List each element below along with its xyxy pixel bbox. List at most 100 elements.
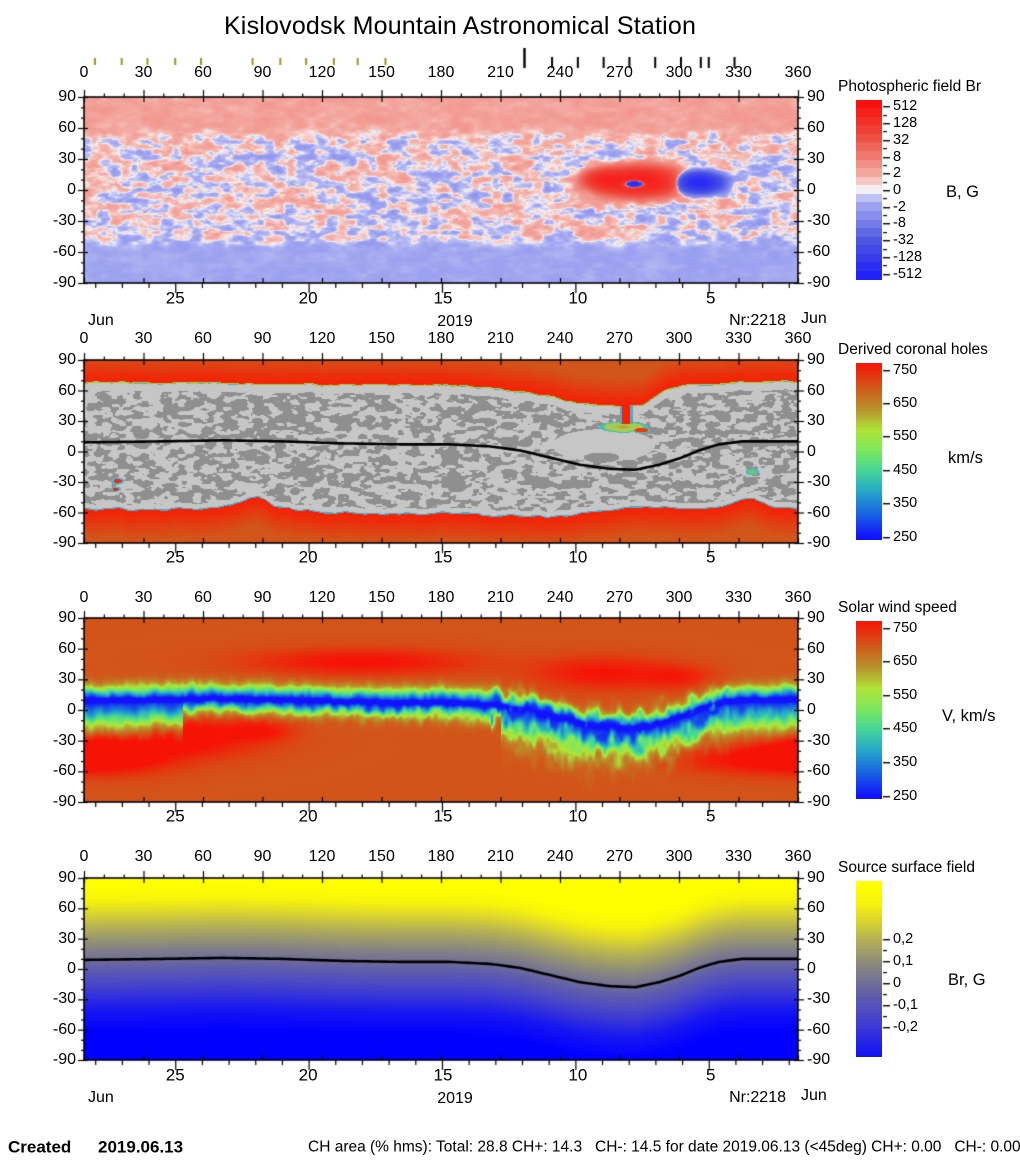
lat-tick-label-left: 90 xyxy=(58,351,76,368)
coronal-holes-map-canvas xyxy=(84,360,798,543)
coronal-holes-colorbar xyxy=(856,363,882,540)
lat-tick-label-right: 90 xyxy=(807,351,825,368)
lon-tick-label: 330 xyxy=(725,330,752,347)
day-tick-label: 20 xyxy=(298,547,318,567)
lon-tick-label: 270 xyxy=(606,589,633,606)
colorbar-tick-label: 8 xyxy=(893,148,902,165)
colorbar-tick-label: -512 xyxy=(893,265,923,282)
lon-tick-label: 240 xyxy=(546,848,574,865)
lat-tick-label-left: 60 xyxy=(58,119,76,136)
lon-tick-label: 120 xyxy=(308,330,336,347)
lon-tick-label: 270 xyxy=(606,330,633,347)
colorbar-tick-label: 2 xyxy=(893,165,902,181)
day-tick-label: 10 xyxy=(568,1065,588,1085)
lat-tick-label-right: 30 xyxy=(807,929,825,947)
colorbar-tick-label: 350 xyxy=(893,753,918,770)
lon-tick-label: 300 xyxy=(665,848,693,865)
lat-tick-label-right: 0 xyxy=(807,181,816,198)
lat-tick-label-right: -30 xyxy=(807,990,831,1008)
lat-tick-label-right: -30 xyxy=(807,473,831,490)
colorbar-tick-label: 0 xyxy=(893,974,902,991)
lat-tick-label-left: -90 xyxy=(52,793,76,810)
lat-tick-label-left: -90 xyxy=(52,1051,76,1068)
lon-tick-label: 330 xyxy=(725,589,752,606)
colorbar-title-source-surface: Source surface field xyxy=(838,859,975,876)
day-tick-label: 25 xyxy=(165,288,185,308)
colorbar-tick-label: 550 xyxy=(893,428,918,445)
colorbar-tick-label: 550 xyxy=(893,686,918,703)
lat-tick-label-left: 0 xyxy=(67,960,76,977)
lat-tick-label-right: 60 xyxy=(807,639,825,657)
lat-tick-label-right: 0 xyxy=(807,701,816,718)
colorbar-tick-label: -2 xyxy=(893,198,906,215)
colorbar-tick-label: -8 xyxy=(893,215,906,232)
source-surface-map-canvas xyxy=(84,878,798,1060)
lon-tick-label: 360 xyxy=(784,848,812,865)
day-tick-label: 20 xyxy=(298,288,318,308)
lat-tick-label-left: -60 xyxy=(52,503,76,521)
source-surface-colorbar xyxy=(856,881,882,1057)
lon-tick-label: 180 xyxy=(427,330,455,347)
ch-area-summary: CH area (% hms): Total: 28.8 CH+: 14.3 C… xyxy=(308,1138,1020,1156)
colorbar-tick-label: 250 xyxy=(893,528,918,545)
lon-tick-label: 210 xyxy=(487,589,514,606)
day-tick-label: 25 xyxy=(165,1065,185,1085)
lat-tick-label-right: 60 xyxy=(807,899,825,917)
lat-tick-label-right: -60 xyxy=(807,762,831,780)
lat-tick-label-left: 60 xyxy=(58,899,76,917)
lon-tick-label: 180 xyxy=(427,589,455,606)
colorbar-tick-label: -0,2 xyxy=(893,1018,918,1035)
lat-tick-label-left: -60 xyxy=(52,1020,76,1038)
colorbar-tick-label: 32 xyxy=(893,131,910,148)
lon-tick-label: 300 xyxy=(665,64,693,81)
lat-tick-label-right: 90 xyxy=(807,609,825,626)
colorbar-tick-label: 650 xyxy=(893,653,918,670)
lat-tick-label-right: 60 xyxy=(807,119,825,136)
lat-tick-label-left: 0 xyxy=(67,181,76,198)
lon-tick-label: 360 xyxy=(784,589,812,606)
lat-tick-label-right: 0 xyxy=(807,442,816,460)
colorbar-tick-label: -0,1 xyxy=(893,996,918,1013)
lon-tick-label: 150 xyxy=(368,330,395,347)
lat-tick-label-right: -30 xyxy=(807,212,831,229)
lat-tick-label-right: -90 xyxy=(807,274,831,291)
day-tick-label: 15 xyxy=(433,288,453,308)
lat-tick-label-left: 0 xyxy=(67,442,76,460)
lon-tick-label: 270 xyxy=(606,64,633,81)
lon-tick-label: 60 xyxy=(194,589,212,606)
lon-tick-label: 60 xyxy=(194,330,212,347)
colorbar-tick-label: 512 xyxy=(893,98,918,115)
lon-tick-label: 240 xyxy=(546,589,574,606)
lat-tick-label-right: -90 xyxy=(807,1051,831,1068)
lat-tick-label-left: 90 xyxy=(58,88,76,105)
lon-tick-label: 180 xyxy=(427,848,455,865)
day-tick-label: 5 xyxy=(705,288,716,308)
lat-tick-label-left: 0 xyxy=(67,701,76,718)
lon-tick-label: 150 xyxy=(368,64,395,81)
lon-tick-label: 30 xyxy=(134,330,153,347)
colorbar-tick-label: 650 xyxy=(893,394,918,411)
lon-tick-label: 150 xyxy=(368,589,395,606)
lat-tick-label-right: 60 xyxy=(807,381,825,399)
month-label-left: Jun xyxy=(88,312,114,329)
lat-tick-label-left: -60 xyxy=(52,243,76,260)
lon-tick-label: 210 xyxy=(487,64,514,81)
month-label-left: Jun xyxy=(88,1089,114,1106)
lon-tick-label: 240 xyxy=(546,64,574,81)
lon-tick-label: 30 xyxy=(134,64,153,81)
lat-tick-label-right: 0 xyxy=(807,960,816,977)
day-tick-label: 15 xyxy=(433,547,453,567)
colorbar-title-photospheric: Photospheric field Br xyxy=(838,78,982,95)
lat-tick-label-right: -30 xyxy=(807,731,831,749)
lat-tick-label-left: -30 xyxy=(52,212,76,229)
lat-tick-label-right: -90 xyxy=(807,534,831,551)
day-tick-label: 20 xyxy=(298,1065,318,1085)
colorbar-tick-label: 0,2 xyxy=(893,930,914,947)
lat-tick-label-right: -60 xyxy=(807,1020,831,1038)
colorbar-tick-label: -128 xyxy=(893,248,923,265)
lon-tick-label: 330 xyxy=(725,848,752,865)
rotation-number-label: Nr:2218 xyxy=(729,1089,786,1106)
colorbar-tick-label: 450 xyxy=(893,720,918,737)
lat-tick-label-right: -60 xyxy=(807,503,831,521)
